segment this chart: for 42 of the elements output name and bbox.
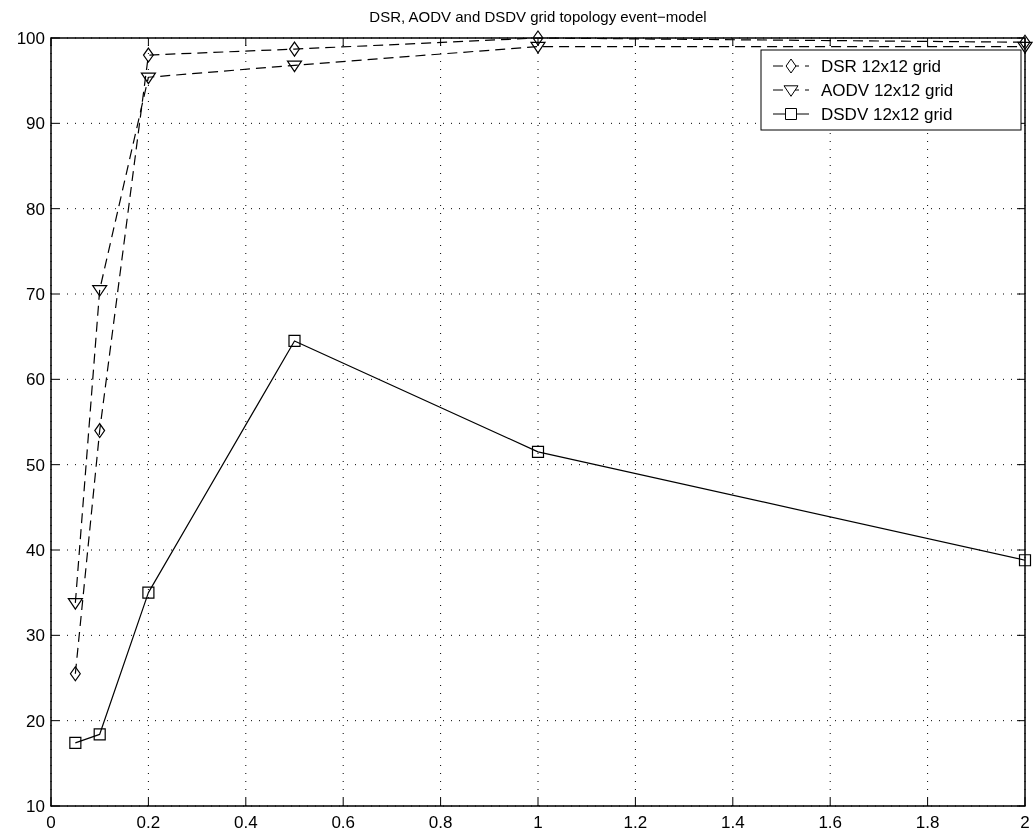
x-tick-label: 1.4 xyxy=(720,813,745,832)
point xyxy=(92,284,108,297)
point xyxy=(530,41,546,54)
point xyxy=(94,422,106,439)
point xyxy=(1019,34,1031,50)
legend-label: DSR 12x12 grid xyxy=(821,56,942,76)
point xyxy=(531,445,545,458)
x-tick-label: 0.4 xyxy=(233,813,258,832)
point xyxy=(532,30,544,46)
point xyxy=(1017,41,1033,54)
point xyxy=(288,334,301,348)
x-tick-label: 0.8 xyxy=(428,813,453,832)
y-tick-label: 90 xyxy=(26,114,45,134)
y-tick-label: 10 xyxy=(26,796,45,816)
x-tick-label: 1.6 xyxy=(818,813,843,832)
point xyxy=(93,728,106,741)
point xyxy=(286,60,303,73)
y-tick-label: 30 xyxy=(26,626,45,646)
y-tick-label: 70 xyxy=(26,284,45,304)
point xyxy=(69,666,81,682)
x-tick-label: 0 xyxy=(46,813,56,832)
point xyxy=(1018,554,1032,567)
x-tick-label: 0.6 xyxy=(331,813,356,832)
point xyxy=(69,736,82,749)
chart-title: DSR, AODV and DSDV grid topology event−model xyxy=(369,8,707,25)
y-tick-label: 40 xyxy=(26,540,45,560)
point xyxy=(67,598,83,610)
x-tick-label: 0.2 xyxy=(136,813,161,832)
y-tick-label: 80 xyxy=(26,199,45,219)
point xyxy=(142,47,154,63)
legend-label: DSDV 12x12 grid xyxy=(821,104,953,124)
x-tick-label: 1.8 xyxy=(915,813,940,832)
x-tick-label: 2 xyxy=(1020,813,1030,832)
y-tick-label: 50 xyxy=(26,455,45,475)
point xyxy=(140,72,156,85)
point xyxy=(142,586,155,599)
y-tick-label: 100 xyxy=(16,28,45,48)
x-tick-label: 1.2 xyxy=(623,813,648,832)
y-tick-label: 20 xyxy=(26,711,45,731)
x-tick-label: 1 xyxy=(533,813,543,832)
legend-label: AODV 12x12 grid xyxy=(821,80,954,100)
y-tick-label: 60 xyxy=(26,370,45,390)
